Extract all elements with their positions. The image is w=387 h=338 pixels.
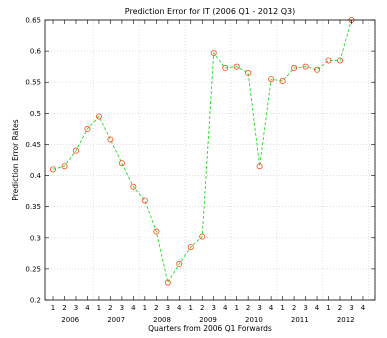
x-tick-label: 2 <box>338 304 342 312</box>
x-tick-label: 2 <box>108 304 112 312</box>
data-point <box>199 233 206 240</box>
x-tick-label: 4 <box>131 304 136 312</box>
data-point <box>245 69 252 76</box>
x-tick-label: 3 <box>74 304 78 312</box>
x-tick-label: 4 <box>315 304 320 312</box>
x-axis-label: Quarters from 2006 Q1 Forwards <box>148 324 272 333</box>
data-point <box>279 77 286 84</box>
year-label: 2012 <box>337 316 355 324</box>
year-label: 2007 <box>107 316 125 324</box>
x-tick-label: 2 <box>200 304 204 312</box>
y-tick-label: 0.6 <box>30 48 42 56</box>
year-label: 2008 <box>153 316 171 324</box>
y-tick-label: 0.45 <box>25 141 41 149</box>
x-tick-label: 4 <box>85 304 90 312</box>
x-tick-label: 2 <box>154 304 158 312</box>
x-tick-label: 2 <box>246 304 250 312</box>
series-line <box>52 19 352 284</box>
data-point <box>84 125 91 132</box>
y-tick-label: 0.2 <box>30 297 41 305</box>
x-tick-label: 4 <box>223 304 228 312</box>
x-tick-label: 3 <box>166 304 170 312</box>
data-point <box>72 147 79 154</box>
data-point <box>256 163 263 170</box>
data-point <box>222 64 229 71</box>
x-tick-label: 4 <box>269 304 274 312</box>
y-tick-label: 0.55 <box>25 79 41 87</box>
y-tick-label: 0.5 <box>30 110 41 118</box>
plot-frame <box>44 19 376 301</box>
data-point <box>176 260 183 267</box>
x-tick-label: 2 <box>62 304 66 312</box>
y-tick-label: 0.65 <box>25 17 41 25</box>
year-labels: 2006 2007 2008 2009 2010 2011 2012 <box>61 316 354 324</box>
data-point <box>210 49 217 56</box>
x-tick-label: 1 <box>51 304 55 312</box>
x-tick-label: 3 <box>120 304 124 312</box>
chart-title: Prediction Error for IT (2006 Q1 - 2012 … <box>125 7 295 16</box>
data-point <box>314 66 321 73</box>
x-tick-label: 4 <box>361 304 366 312</box>
data-point <box>95 113 102 120</box>
grid <box>45 20 375 300</box>
x-tick-label: 1 <box>97 304 101 312</box>
data-point <box>153 228 160 235</box>
y-tick-label: 0.3 <box>30 234 41 242</box>
x-tick-label: 4 <box>177 304 182 312</box>
x-tick-label: 1 <box>280 304 284 312</box>
y-axis-ticks: 0.2 0.25 0.3 0.35 0.4 0.45 0.5 0.55 0.6 0.65 <box>25 17 375 305</box>
x-tick-label: 1 <box>143 304 147 312</box>
y-tick-label: 0.35 <box>25 203 41 211</box>
x-tick-label: 2 <box>292 304 296 312</box>
data-point <box>336 57 343 64</box>
x-tick-label: 3 <box>211 304 215 312</box>
y-tick-label: 0.25 <box>25 265 41 273</box>
data-point <box>187 244 194 251</box>
year-label: 2006 <box>61 316 79 324</box>
data-point <box>302 63 309 70</box>
data-point <box>268 76 275 83</box>
data-point <box>141 197 148 204</box>
data-point <box>118 160 125 167</box>
series-layer <box>50 16 355 286</box>
data-point <box>325 57 332 64</box>
y-tick-label: 0.4 <box>30 172 42 180</box>
year-label: 2009 <box>199 316 217 324</box>
data-point <box>164 279 171 286</box>
x-tick-label: 3 <box>257 304 261 312</box>
data-point <box>61 163 68 170</box>
year-label: 2010 <box>245 316 263 324</box>
x-tick-label: 1 <box>234 304 238 312</box>
data-point <box>130 183 137 190</box>
x-tick-label: 1 <box>189 304 193 312</box>
data-point <box>291 64 298 71</box>
data-point <box>233 63 240 70</box>
y-axis-label: Prediction Error Rates <box>11 119 20 201</box>
x-tick-label: 3 <box>349 304 353 312</box>
year-label: 2011 <box>291 316 309 324</box>
x-tick-label: 1 <box>326 304 330 312</box>
x-tick-label: 3 <box>303 304 307 312</box>
data-point <box>107 136 114 143</box>
data-point <box>50 166 57 173</box>
